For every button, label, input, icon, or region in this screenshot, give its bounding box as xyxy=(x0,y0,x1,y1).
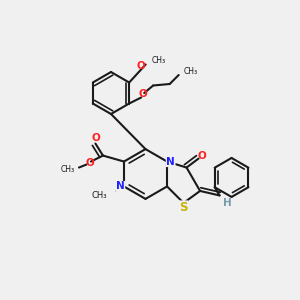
Text: H: H xyxy=(223,198,231,208)
Text: CH₃: CH₃ xyxy=(152,56,166,64)
Text: O: O xyxy=(136,61,145,71)
Text: CH₃: CH₃ xyxy=(60,164,74,173)
Text: N: N xyxy=(116,182,125,191)
Text: CH₃: CH₃ xyxy=(183,68,197,76)
Text: N: N xyxy=(166,157,175,166)
Text: O: O xyxy=(197,151,206,161)
Text: O: O xyxy=(138,89,147,99)
Text: O: O xyxy=(85,158,94,168)
Text: O: O xyxy=(91,133,100,143)
Text: S: S xyxy=(179,201,188,214)
Text: CH₃: CH₃ xyxy=(92,191,107,200)
